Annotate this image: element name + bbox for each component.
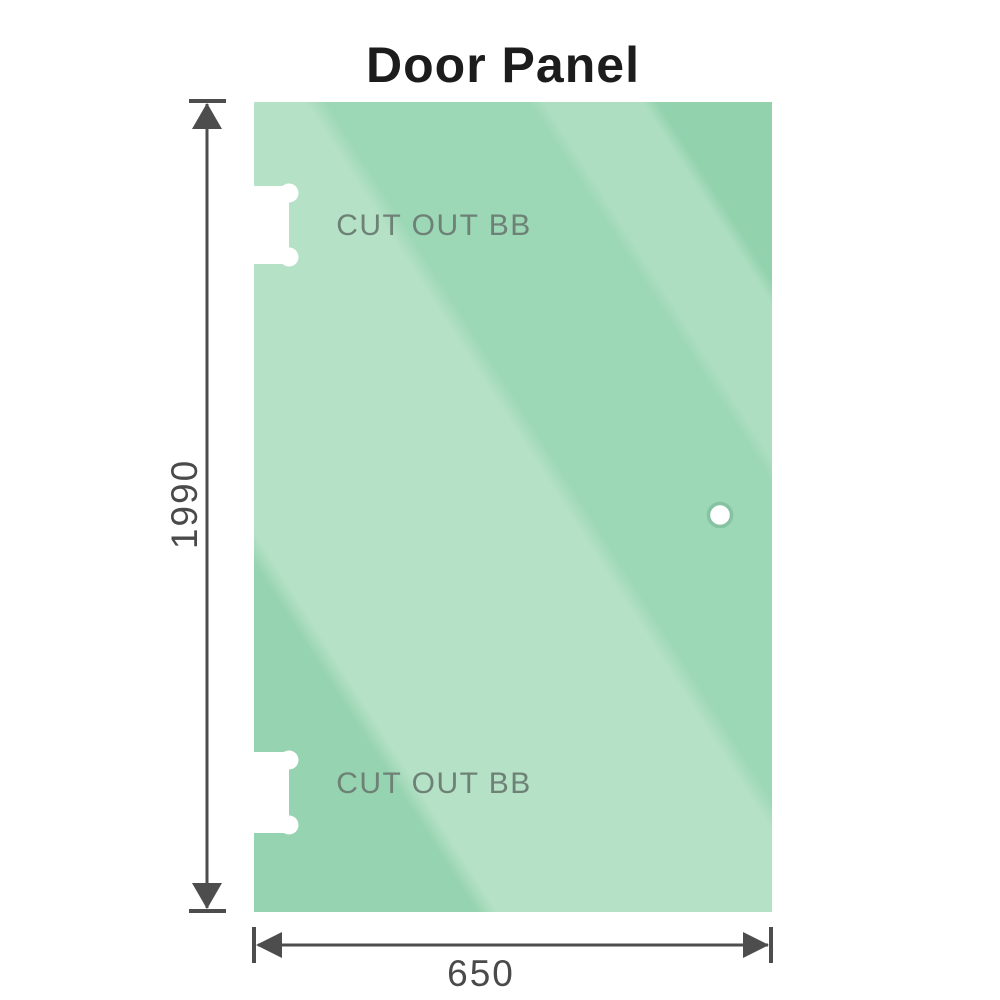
height-arrow-down-icon: [192, 883, 222, 909]
cutout-top-label: CUT OUT BB: [336, 209, 532, 242]
glass-panel: [254, 102, 772, 912]
hinge-cutout-bottom: [254, 750, 299, 835]
width-arrow-left-icon: [256, 932, 282, 958]
hinge-cutout-top: [254, 183, 299, 267]
cutout-notch-fill: [254, 193, 289, 257]
width-arrow-right-icon: [743, 932, 769, 958]
width-dimension-label: 650: [447, 953, 515, 994]
height-dimension-label: 1990: [164, 459, 205, 549]
width-dimension: 650: [252, 927, 773, 994]
cutout-bottom-label: CUT OUT BB: [336, 767, 532, 800]
height-arrow-up-icon: [192, 103, 222, 129]
handle-hole: [706, 501, 734, 529]
cutout-notch-fill: [254, 760, 289, 825]
height-dimension: 1990: [164, 99, 226, 913]
glass-panel-body: [254, 102, 772, 912]
page-title: Door Panel: [366, 37, 640, 93]
